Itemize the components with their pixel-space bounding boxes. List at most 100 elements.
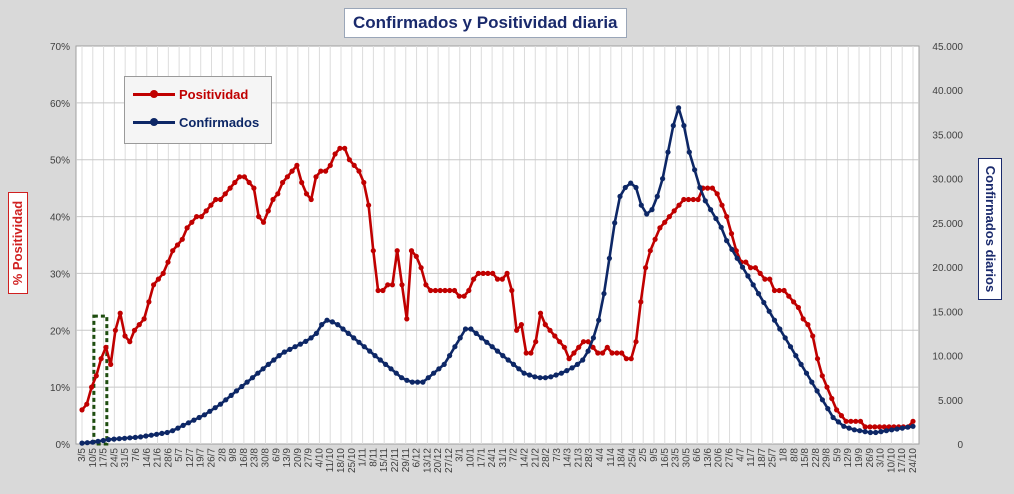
data-point-positividad bbox=[270, 196, 276, 203]
data-point-positividad bbox=[117, 310, 123, 316]
data-point-positividad bbox=[404, 316, 410, 322]
data-point-positividad bbox=[657, 225, 663, 231]
series-confirmados bbox=[79, 105, 916, 446]
data-point-confirmados bbox=[878, 429, 884, 435]
data-point-positividad bbox=[800, 316, 806, 322]
data-point-positividad bbox=[155, 276, 161, 282]
data-point-positividad bbox=[146, 299, 152, 305]
data-point-confirmados bbox=[287, 346, 293, 352]
data-point-confirmados bbox=[590, 335, 597, 341]
x-tick-label: 4/7 bbox=[735, 448, 746, 462]
data-point-positividad bbox=[490, 270, 496, 276]
x-tick-label: 23/8 bbox=[250, 448, 261, 468]
data-point-positividad bbox=[232, 179, 238, 186]
data-point-positividad bbox=[838, 413, 845, 419]
data-point-confirmados bbox=[606, 255, 613, 261]
data-point-confirmados bbox=[473, 330, 479, 336]
x-tick-label: 31/1 bbox=[498, 448, 509, 468]
data-point-positividad bbox=[461, 293, 467, 299]
data-point-positividad bbox=[361, 179, 367, 186]
data-point-positividad bbox=[877, 424, 883, 430]
x-tick-label: 14/6 bbox=[142, 448, 153, 468]
data-point-confirmados bbox=[697, 184, 703, 191]
data-point-positividad bbox=[542, 322, 548, 328]
x-tick-label: 11/10 bbox=[325, 448, 336, 473]
data-point-positividad bbox=[576, 344, 582, 350]
x-tick-label: 18/4 bbox=[617, 448, 628, 468]
data-point-confirmados bbox=[553, 372, 559, 378]
data-point-positividad bbox=[786, 293, 792, 299]
data-point-positividad bbox=[423, 282, 429, 288]
x-tick-label: 6/12 bbox=[412, 448, 423, 468]
data-point-positividad bbox=[705, 185, 711, 191]
data-point-confirmados bbox=[377, 357, 383, 363]
data-point-positividad bbox=[714, 191, 720, 197]
data-point-confirmados bbox=[574, 361, 581, 367]
data-point-positividad bbox=[709, 185, 716, 191]
data-point-confirmados bbox=[303, 338, 309, 344]
data-point-confirmados bbox=[297, 341, 303, 347]
data-point-confirmados bbox=[729, 246, 735, 252]
data-point-confirmados bbox=[345, 330, 351, 336]
data-point-positividad bbox=[623, 356, 630, 362]
x-tick-label: 21/3 bbox=[573, 448, 584, 468]
data-point-confirmados bbox=[84, 440, 90, 446]
data-point-positividad bbox=[318, 168, 324, 174]
x-tick-label: 2/5 bbox=[638, 448, 649, 462]
data-point-positividad bbox=[475, 270, 481, 276]
data-point-confirmados bbox=[292, 344, 298, 350]
x-tick-label: 13/12 bbox=[422, 448, 433, 473]
data-point-positividad bbox=[881, 424, 887, 430]
data-point-positividad bbox=[561, 344, 568, 350]
data-point-positividad bbox=[280, 179, 286, 186]
data-point-positividad bbox=[690, 196, 696, 203]
x-tick-label: 25/4 bbox=[627, 448, 638, 468]
data-point-confirmados bbox=[889, 427, 895, 433]
data-point-positividad bbox=[241, 174, 247, 180]
x-tick-label: 17/5 bbox=[99, 448, 110, 468]
data-point-positividad bbox=[198, 214, 204, 220]
data-point-positividad bbox=[265, 208, 271, 214]
data-point-positividad bbox=[580, 339, 587, 345]
data-point-positividad bbox=[719, 202, 725, 208]
x-tick-label: 11/7 bbox=[746, 448, 757, 467]
data-point-confirmados bbox=[201, 412, 208, 418]
data-point-confirmados bbox=[239, 383, 245, 390]
data-point-confirmados bbox=[441, 361, 447, 367]
data-point-positividad bbox=[671, 208, 677, 214]
x-tick-label: 28/3 bbox=[584, 448, 595, 468]
data-point-positividad bbox=[628, 356, 634, 362]
data-point-positividad bbox=[375, 287, 381, 294]
data-point-confirmados bbox=[154, 431, 160, 437]
data-point-positividad bbox=[160, 270, 166, 276]
x-tick-label: 22/8 bbox=[811, 448, 822, 468]
data-point-confirmados bbox=[681, 123, 687, 129]
x-tick-label: 15/11 bbox=[379, 448, 390, 473]
data-point-positividad bbox=[432, 287, 438, 294]
data-point-positividad bbox=[533, 339, 539, 345]
data-point-positividad bbox=[518, 322, 525, 328]
data-point-positividad bbox=[867, 424, 873, 430]
data-point-confirmados bbox=[628, 180, 634, 186]
data-point-positividad bbox=[208, 202, 214, 208]
data-point-confirmados bbox=[111, 436, 117, 442]
data-point-positividad bbox=[413, 253, 419, 259]
data-point-confirmados bbox=[233, 388, 240, 394]
data-point-positividad bbox=[609, 350, 615, 356]
data-point-positividad bbox=[194, 214, 200, 220]
data-point-positividad bbox=[93, 373, 99, 379]
data-point-positividad bbox=[408, 248, 415, 254]
x-tick-label: 14/2 bbox=[519, 448, 530, 468]
data-point-positividad bbox=[174, 242, 181, 248]
data-point-positividad bbox=[308, 196, 314, 203]
legend-marker-positividad bbox=[150, 89, 158, 98]
x-tick-label: 29/8 bbox=[822, 448, 833, 468]
data-point-positividad bbox=[251, 185, 257, 191]
data-point-confirmados bbox=[431, 370, 437, 376]
x-tick-label: 19/9 bbox=[854, 448, 865, 468]
x-tick-label: 27/12 bbox=[444, 448, 455, 473]
data-point-confirmados bbox=[633, 184, 639, 191]
x-tick-label: 7/3 bbox=[552, 448, 563, 462]
data-point-positividad bbox=[289, 168, 295, 174]
data-point-positividad bbox=[537, 310, 544, 316]
